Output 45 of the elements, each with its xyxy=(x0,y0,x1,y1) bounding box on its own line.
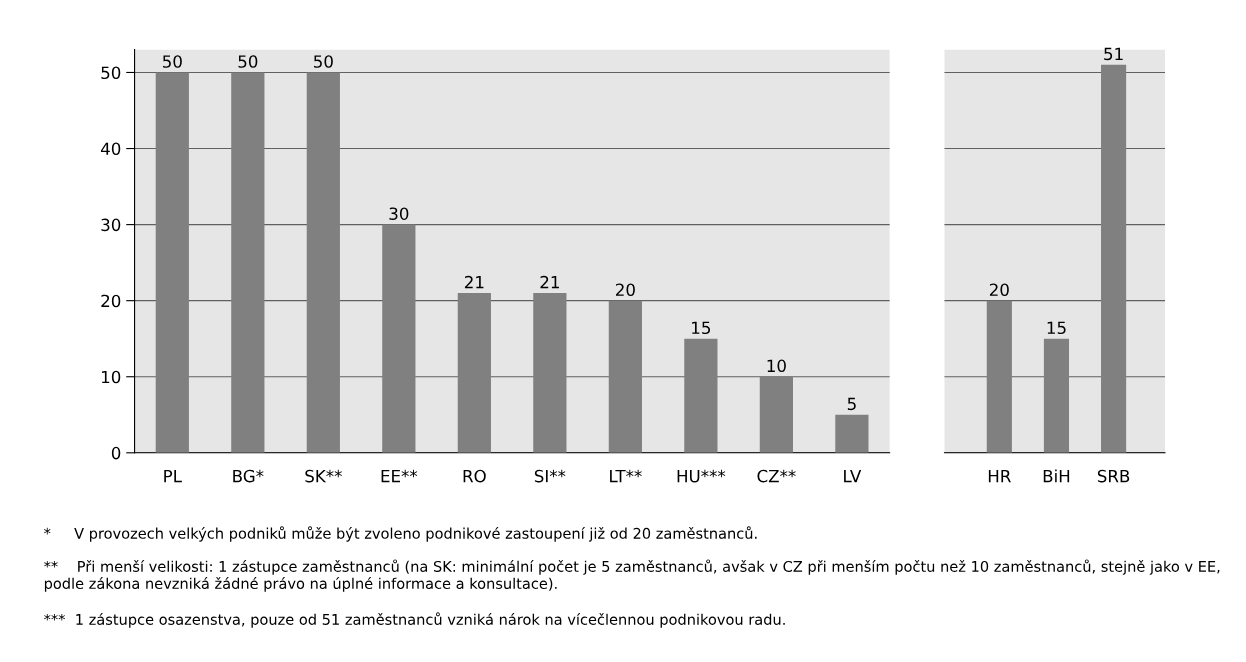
data-label: 50 xyxy=(163,55,182,68)
x-tick-label: SK** xyxy=(305,469,342,483)
data-label: 5 xyxy=(847,397,856,411)
x-tick-label: HR xyxy=(988,469,1011,483)
y-tick-label: 10 xyxy=(102,370,121,384)
y-tick-label: 30 xyxy=(101,218,121,232)
x-tick-label: EE** xyxy=(381,469,418,483)
x-tick-label: PL xyxy=(164,469,182,483)
x-tick-label: LT** xyxy=(610,469,642,483)
x-tick-label: SRB xyxy=(1097,469,1130,483)
data-label: 50 xyxy=(238,55,258,68)
data-label: 10 xyxy=(767,359,786,373)
x-tick-label: SI** xyxy=(534,469,566,483)
text: ** Při menší velikosti: 1 zástupce zaměstnanců (na SK: minimální počet je 5 zaměstnanců, avšak v CZ při menším počtu než 10 zaměstnanců, stejně jako v EE, podle zákona nevzniká žádné právo na úplné informace a konsultace). xyxy=(44,559,1220,592)
x-tick-label: CZ** xyxy=(757,469,796,483)
x-tick-label: RO xyxy=(463,469,486,483)
y-tick-label: 20 xyxy=(101,294,121,308)
bar xyxy=(155,72,189,453)
bar xyxy=(382,224,416,453)
bar xyxy=(684,338,718,453)
bar xyxy=(608,300,642,453)
bar xyxy=(835,414,869,453)
data-label: 20 xyxy=(615,283,635,297)
data-label: 30 xyxy=(389,207,409,220)
data-label: 15 xyxy=(1047,321,1066,335)
text: *** 1 zástupce osazenstva, pouze od 51 zaměstnanců vzniká nárok na vícečlennou podnikovou radu. xyxy=(44,612,785,628)
x-tick-label: LV xyxy=(844,469,862,483)
bar xyxy=(457,293,491,453)
data-label: 21 xyxy=(540,275,559,289)
bar xyxy=(306,72,340,453)
bar xyxy=(759,376,793,453)
x-tick-label: BiH xyxy=(1043,469,1070,483)
bar xyxy=(231,72,265,453)
data-label: 51 xyxy=(1104,47,1123,61)
text: * V provozech velkých podniků může být zvoleno podnikové zastoupení již od 20 zaměstnanců. xyxy=(44,526,757,542)
data-label: 21 xyxy=(464,275,484,289)
bar xyxy=(533,293,567,453)
data-label: 20 xyxy=(989,283,1009,297)
data-label: 50 xyxy=(314,55,333,68)
x-tick-label: BG* xyxy=(233,469,264,483)
data-label: 15 xyxy=(692,321,711,335)
y-tick-label: 0 xyxy=(111,446,121,460)
x-tick-label: HU*** xyxy=(677,469,726,483)
y-tick-label: 50 xyxy=(101,66,121,80)
y-tick-label: 40 xyxy=(100,142,121,156)
